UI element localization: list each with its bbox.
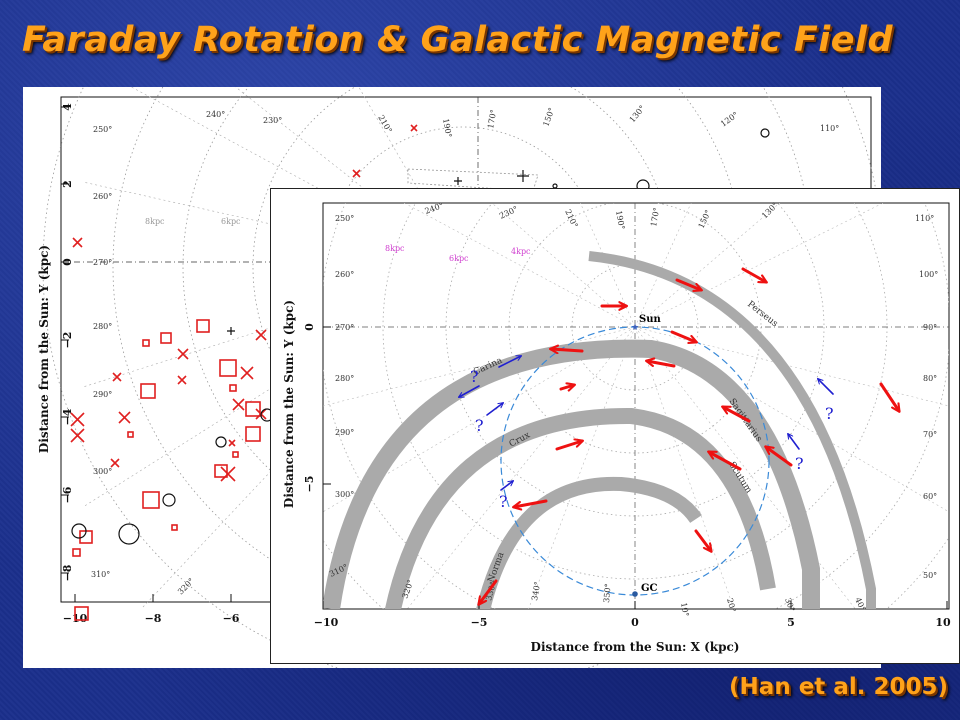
longitude-label: 240°	[206, 110, 225, 119]
longitude-label: 230°	[263, 116, 282, 125]
galactic-centre-label: GC	[641, 583, 658, 594]
citation: (Han et al. 2005)	[729, 674, 948, 700]
uncertain-mark: ?	[475, 416, 484, 435]
longitude-label: 120°	[719, 110, 740, 128]
magnetic-field-model-panel: 0 −5 Distance from the Sun: Y (kpc) −10 …	[270, 188, 960, 664]
uncertain-mark: ?	[795, 454, 804, 473]
distance-label: 8kpc	[385, 244, 405, 253]
longitude-label: 150°	[541, 106, 556, 127]
y-tick-label: −8	[61, 564, 74, 581]
longitude-label: 90°	[923, 323, 937, 332]
norma-arm	[476, 476, 702, 609]
field-arrows	[479, 267, 899, 604]
longitude-label: 290°	[93, 390, 112, 399]
perseus-arm	[588, 251, 876, 609]
longitude-label: 30°	[783, 597, 796, 613]
longitude-label: 210°	[563, 208, 579, 229]
longitude-label: 50°	[923, 571, 937, 580]
longitude-label: 270°	[93, 258, 112, 267]
x-tick-label: −5	[471, 616, 488, 629]
y-tick-label: −2	[61, 332, 74, 349]
distance-label: 6kpc	[449, 254, 469, 263]
negative-rm-markers	[70, 124, 418, 621]
x-axis: −10 −5 0 5 10 Distance from the Sun: X (…	[314, 601, 951, 654]
longitude-label: 350°	[602, 583, 613, 603]
magnetic-field-model: 0 −5 Distance from the Sun: Y (kpc) −10 …	[282, 200, 951, 654]
longitude-label: 20°	[725, 597, 737, 613]
scutum-crux-arm	[385, 407, 776, 609]
uncertain-mark: ?	[499, 492, 508, 511]
longitude-label: 170°	[649, 207, 661, 228]
y-tick-label: 2	[61, 180, 74, 188]
longitude-label: 10°	[679, 602, 690, 618]
longitude-label: 110°	[820, 124, 839, 133]
longitude-label: 210°	[376, 114, 393, 135]
longitude-label: 300°	[93, 467, 112, 476]
spiral-arms	[323, 251, 876, 609]
y-axis-label: Distance from the Sun: Y (kpc)	[282, 300, 296, 508]
uncertain-mark: ?	[825, 404, 834, 423]
x-tick-label: −10	[314, 616, 339, 629]
y-axis: 0 −5 Distance from the Sun: Y (kpc)	[282, 300, 331, 508]
longitude-label: 310°	[91, 570, 110, 579]
y-tick-label: 0	[61, 258, 74, 266]
longitude-label: 300°	[335, 490, 354, 499]
sun-label: Sun	[639, 314, 661, 325]
y-axis-label: Distance from the Sun: Y (kpc)	[37, 245, 51, 453]
uncertain-mark: ?	[470, 367, 479, 386]
longitude-label: 70°	[923, 430, 937, 439]
longitude-label: 280°	[335, 374, 354, 383]
distance-label: 8kpc	[145, 217, 165, 226]
longitude-label: 340°	[530, 581, 542, 602]
x-tick-label: 5	[787, 616, 795, 629]
longitude-label: 130°	[628, 104, 647, 125]
x-tick-label: 0	[631, 616, 639, 629]
x-tick-label: −8	[145, 612, 162, 625]
longitude-label: 150°	[697, 209, 713, 230]
x-tick-label: −6	[223, 612, 240, 625]
longitude-label: 40°	[853, 596, 867, 613]
longitude-label: 80°	[923, 374, 937, 383]
galactic-centre-dot	[632, 591, 638, 597]
distance-label: 4kpc	[511, 247, 531, 256]
y-tick-label: −6	[61, 486, 74, 503]
longitude-label: 320°	[176, 576, 196, 596]
y-axis: 4 2 0 −2 −4 −6 −8 Distance from the Sun:…	[37, 103, 74, 582]
longitude-label: 110°	[915, 214, 934, 223]
sagittarius-carina-arm	[323, 339, 820, 609]
survey-region-outline	[407, 168, 539, 192]
uncertain-arrows	[457, 355, 834, 491]
longitude-label: 260°	[93, 192, 112, 201]
longitude-label: 230°	[498, 205, 519, 221]
longitude-label: 290°	[335, 428, 354, 437]
y-tick-label: 0	[303, 323, 316, 331]
longitude-label: 250°	[335, 214, 354, 223]
longitude-label: 280°	[93, 322, 112, 331]
y-tick-label: −5	[303, 476, 316, 493]
longitude-label: 190°	[614, 210, 626, 231]
longitude-label: 250°	[93, 125, 112, 134]
longitude-label: 260°	[335, 270, 354, 279]
longitude-label: 190°	[441, 118, 453, 139]
longitude-label: 100°	[919, 270, 938, 279]
distance-label: 6kpc	[221, 217, 241, 226]
y-tick-label: 4	[61, 103, 74, 111]
longitude-label: 60°	[923, 492, 937, 501]
sun-marker-icon: ★	[631, 323, 639, 333]
x-axis-label: Distance from the Sun: X (kpc)	[531, 640, 740, 654]
slide-title: Faraday Rotation & Galactic Magnetic Fie…	[22, 20, 894, 60]
x-tick-label: 10	[935, 616, 951, 629]
y-tick-label: −4	[61, 408, 74, 425]
longitude-label: 270°	[335, 323, 354, 332]
longitude-label: 170°	[486, 109, 498, 130]
